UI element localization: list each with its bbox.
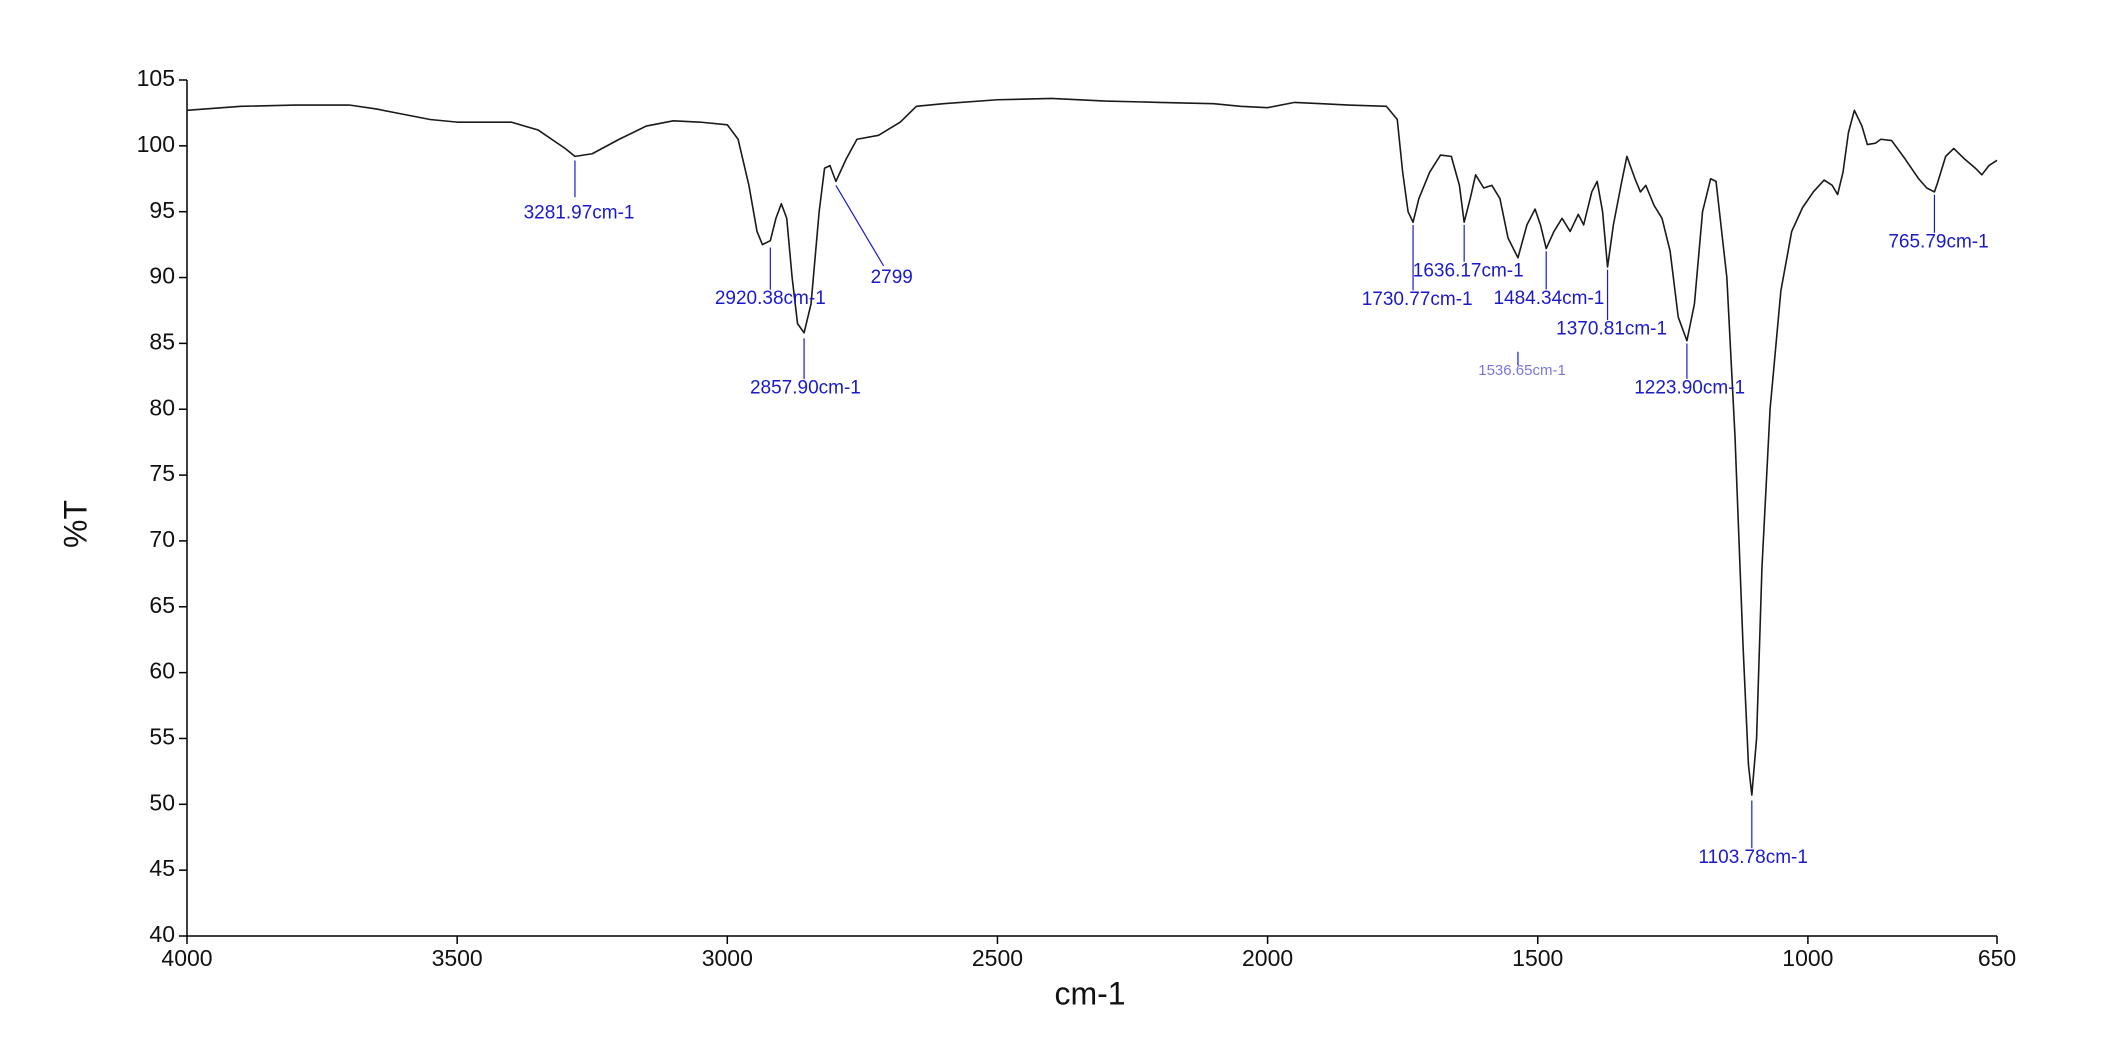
y-axis-title: %T <box>57 500 93 548</box>
y-tick-label: 55 <box>149 724 175 750</box>
y-tick-label: 70 <box>149 526 175 552</box>
y-tick-label: 105 <box>137 65 175 91</box>
y-tick-label: 45 <box>149 855 175 881</box>
peak-label: 2920.38cm-1 <box>715 288 826 309</box>
x-tick-label: 1000 <box>1782 945 1833 971</box>
peak-label: 1484.34cm-1 <box>1493 288 1604 309</box>
y-tick-label: 40 <box>149 921 175 947</box>
x-axis-title: cm-1 <box>1054 975 1125 1011</box>
peak-label: 765.79cm-1 <box>1888 231 1988 252</box>
peak-label: 1636.17cm-1 <box>1413 260 1524 281</box>
peak-label: 2857.90cm-1 <box>750 378 861 399</box>
x-tick-label: 4000 <box>161 945 212 971</box>
peak-leader <box>835 185 885 267</box>
x-tick-label: 1500 <box>1512 945 1563 971</box>
y-tick-label: 60 <box>149 658 175 684</box>
x-tick-label: 3000 <box>702 945 753 971</box>
x-tick-label: 650 <box>1978 945 2016 971</box>
peak-label: 1223.90cm-1 <box>1634 377 1745 398</box>
peak-label: 1370.81cm-1 <box>1556 319 1667 340</box>
peak-label: 1730.77cm-1 <box>1362 289 1473 310</box>
x-tick-label: 2000 <box>1242 945 1293 971</box>
peak-label: 1103.78cm-1 <box>1698 847 1808 868</box>
peak-label: 2799 <box>871 267 913 288</box>
spectrum-line <box>186 97 1998 796</box>
peak-label: 3281.97cm-1 <box>524 203 635 224</box>
y-tick-label: 95 <box>149 197 175 223</box>
peak-label: 1536.65cm-1 <box>1478 362 1566 379</box>
y-tick-label: 100 <box>137 131 175 157</box>
y-tick-label: 65 <box>149 592 175 618</box>
y-tick-label: 85 <box>149 328 175 354</box>
x-tick-label: 2500 <box>972 945 1023 971</box>
y-tick-label: 80 <box>149 394 175 420</box>
y-tick-label: 75 <box>149 460 175 486</box>
y-tick-label: 50 <box>149 789 175 815</box>
y-tick-label: 90 <box>149 263 175 289</box>
x-tick-label: 3500 <box>432 945 483 971</box>
